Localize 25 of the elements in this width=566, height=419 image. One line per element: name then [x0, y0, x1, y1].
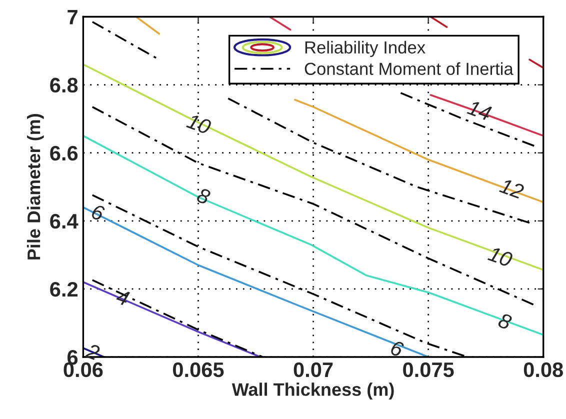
line-series: [83, 134, 544, 336]
annotation: 14: [466, 100, 492, 121]
x-tick-label: 0.07: [294, 362, 333, 378]
annotation: 8: [196, 187, 212, 205]
y-axis-title: Pile Diameter (m): [26, 114, 44, 260]
annotation: 6: [90, 204, 106, 222]
y-tick-label: 6.8: [50, 78, 78, 93]
x-tick-label: 0.075: [403, 362, 454, 378]
x-tick-label: 0.08: [524, 362, 563, 378]
annotation: 8: [497, 312, 513, 330]
annotation: 6: [390, 340, 405, 358]
annotation: 4: [115, 288, 130, 306]
line-series: [83, 63, 544, 271]
y-tick-label: 6.2: [50, 282, 78, 297]
annotation: 12: [498, 178, 525, 200]
x-axis-title: Wall Thickness (m): [232, 382, 394, 400]
annotation: 2: [85, 342, 101, 361]
annotation: 10: [186, 113, 212, 135]
y-tick-label: 6.6: [50, 146, 78, 161]
y-tick-label: 6.4: [50, 214, 78, 229]
x-tick-label: 0.065: [173, 362, 224, 378]
legend-label: Constant Moment of Inertia: [304, 62, 514, 75]
legend-label: Reliability Index: [305, 40, 426, 58]
annotation: 10: [487, 246, 514, 268]
y-tick-label: 7: [68, 10, 78, 24]
